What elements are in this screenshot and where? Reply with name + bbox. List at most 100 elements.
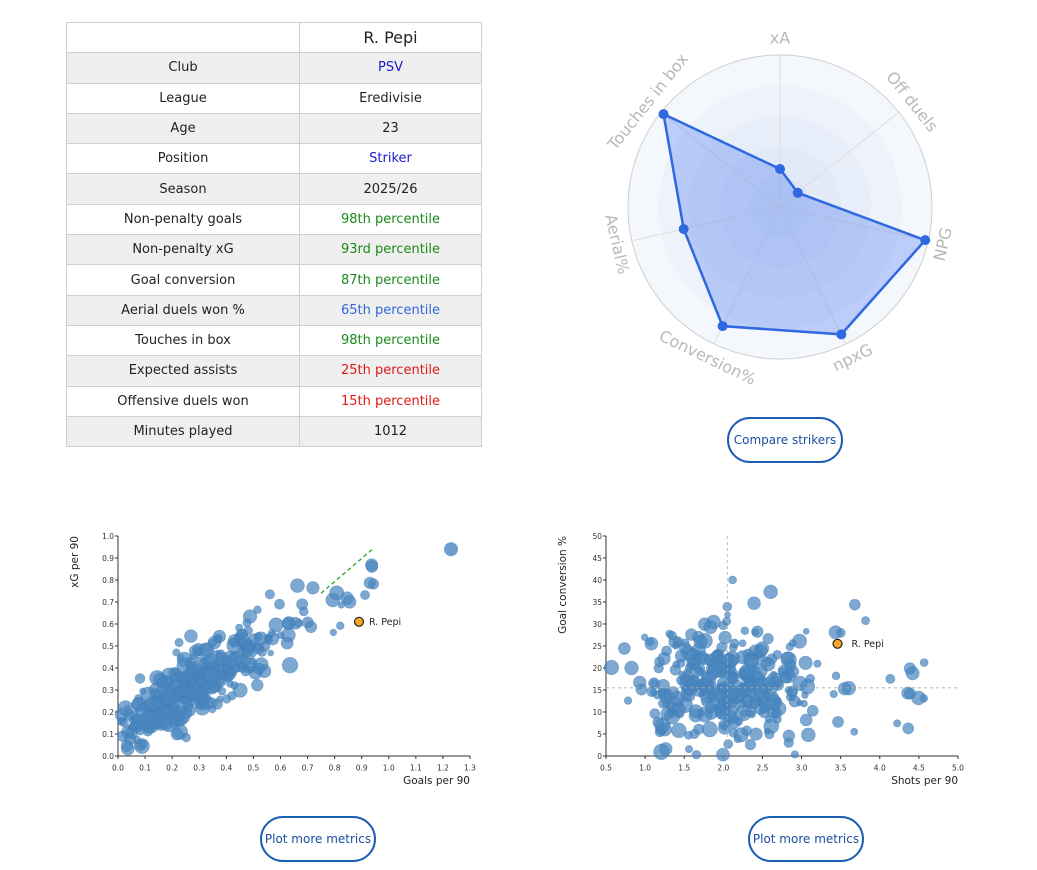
table-row: Non-penalty goals 98th percentile <box>66 203 482 236</box>
y-axis-title: Goal conversion % <box>557 536 569 634</box>
data-point <box>170 727 184 741</box>
compare-strikers-button[interactable]: Compare strikers <box>727 417 843 463</box>
data-point <box>762 691 772 701</box>
stat-value: Eredivisie <box>299 82 482 114</box>
data-point <box>714 705 730 720</box>
data-point <box>751 628 759 637</box>
stat-value: Striker <box>299 143 482 175</box>
x-tick-label: 0.6 <box>274 764 286 773</box>
x-tick-label: 0.2 <box>166 764 178 773</box>
data-point <box>237 628 249 640</box>
data-point <box>740 626 750 635</box>
data-point <box>801 727 816 743</box>
data-point <box>764 681 778 695</box>
x-tick-label: 0.9 <box>356 764 368 773</box>
x-tick-label: 0.3 <box>193 764 205 773</box>
data-point <box>689 704 703 719</box>
stat-value: 1012 <box>299 415 482 448</box>
data-point <box>145 695 162 712</box>
y-axis-title: xG per 90 <box>69 536 81 588</box>
data-point <box>678 670 685 678</box>
data-point <box>745 705 757 717</box>
data-point <box>657 652 671 666</box>
x-tick-label: 0.5 <box>247 764 259 773</box>
data-point <box>177 654 185 661</box>
x-axis-title: Goals per 90 <box>403 775 470 787</box>
highlighted-player-point <box>832 638 843 649</box>
data-point <box>800 699 808 708</box>
data-point <box>253 631 269 646</box>
data-point <box>174 637 184 647</box>
data-point <box>624 660 639 676</box>
data-point <box>623 696 633 705</box>
plot-more-metrics-button-1[interactable]: Plot more metrics <box>260 816 376 862</box>
data-point <box>363 576 376 589</box>
data-point <box>716 655 725 663</box>
data-point <box>653 690 663 700</box>
data-point <box>669 690 685 706</box>
radar-spoke <box>779 206 929 242</box>
data-point <box>217 687 227 696</box>
data-point <box>728 575 737 585</box>
y-tick-label: 0.5 <box>102 642 114 651</box>
data-point <box>188 661 201 674</box>
data-point <box>718 620 728 631</box>
x-tick-label: 4.5 <box>913 764 925 773</box>
data-point <box>744 738 757 751</box>
data-point <box>202 680 212 691</box>
data-point <box>653 743 670 760</box>
data-point <box>762 633 774 645</box>
table-row: Age 23 <box>66 112 482 145</box>
x-tick-label: 1.0 <box>639 764 651 773</box>
y-tick-label: 0.1 <box>102 730 114 739</box>
data-point <box>782 729 796 742</box>
data-point <box>763 584 778 600</box>
data-point <box>633 675 647 690</box>
table-row: Season 2025/26 <box>66 173 482 205</box>
data-point <box>696 681 706 691</box>
y-tick-label: 45 <box>592 554 602 563</box>
data-point <box>788 695 801 708</box>
data-point <box>242 618 252 628</box>
radar-polygon <box>662 112 927 336</box>
data-point <box>360 590 370 600</box>
data-point <box>764 715 773 724</box>
x-tick-label: 0.5 <box>600 764 612 773</box>
y-tick-label: 0.2 <box>102 708 114 717</box>
data-point <box>281 617 295 630</box>
y-tick-label: 0.0 <box>102 752 114 761</box>
table-row: Minutes played 1012 <box>66 415 482 448</box>
data-point <box>726 652 734 660</box>
data-point <box>691 750 702 760</box>
y-tick-label: 0.3 <box>102 686 114 695</box>
stat-value: 93rd percentile <box>299 234 482 266</box>
data-point <box>686 679 699 692</box>
stat-value: 25th percentile <box>299 355 482 387</box>
data-point <box>655 724 667 736</box>
radar-point <box>678 223 689 234</box>
y-tick-label: 5 <box>597 730 602 739</box>
data-point <box>280 636 294 650</box>
data-point <box>802 628 810 635</box>
data-point <box>861 616 871 626</box>
stat-label: Non-penalty goals <box>66 203 300 236</box>
x-tick-label: 1.2 <box>437 764 449 773</box>
data-point <box>306 581 320 595</box>
data-point <box>725 686 740 700</box>
data-point <box>134 673 146 684</box>
data-point <box>120 739 133 752</box>
y-tick-label: 35 <box>592 598 602 607</box>
data-point <box>780 651 795 665</box>
data-point <box>760 656 776 672</box>
y-tick-label: 0.7 <box>102 598 114 607</box>
stat-label: League <box>66 82 300 114</box>
data-point <box>832 716 844 728</box>
trend-line <box>320 548 373 594</box>
stat-label: Touches in box <box>66 324 300 357</box>
data-point <box>117 700 134 716</box>
plot-more-metrics-button-2[interactable]: Plot more metrics <box>748 816 864 862</box>
data-point <box>721 724 729 732</box>
